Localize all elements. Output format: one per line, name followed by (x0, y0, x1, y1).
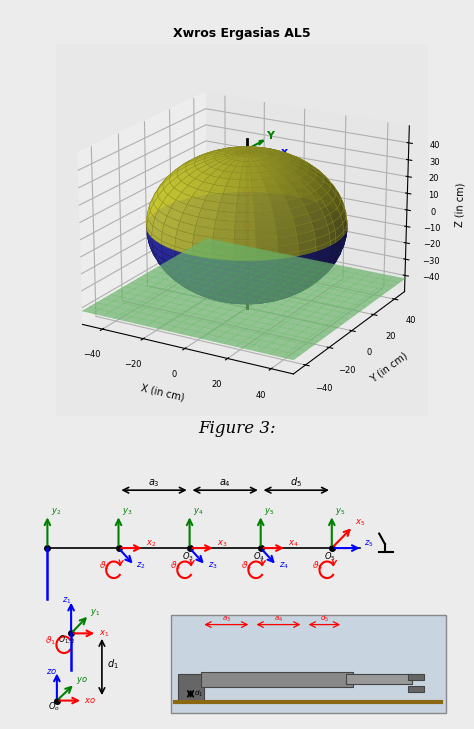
Text: $y_3$: $y_3$ (122, 506, 132, 517)
Bar (178, 674, 204, 702)
Text: $O_4$: $O_4$ (253, 550, 265, 563)
FancyBboxPatch shape (171, 615, 446, 714)
Text: $a_3$: $a_3$ (222, 615, 231, 623)
Text: $\vartheta_2$: $\vartheta_2$ (99, 560, 109, 572)
Text: $z_2$: $z_2$ (137, 561, 146, 572)
Text: $a_3$: $a_3$ (148, 477, 160, 489)
Text: $O_5$: $O_5$ (325, 550, 336, 563)
Text: $y_2$: $y_2$ (51, 506, 61, 517)
Text: $yo$: $yo$ (76, 675, 88, 686)
Text: $x_3$: $x_3$ (217, 539, 228, 549)
Text: $x_2$: $x_2$ (146, 539, 156, 549)
Text: $d_1$: $d_1$ (194, 688, 203, 698)
Bar (201, 672, 353, 687)
Bar (408, 674, 424, 680)
Bar (408, 685, 424, 692)
Text: $x_1$: $x_1$ (99, 629, 109, 639)
Text: $z_1$: $z_1$ (62, 596, 71, 606)
Text: $O_{1,2}$: $O_{1,2}$ (58, 634, 75, 647)
Bar (346, 674, 412, 684)
Text: $\vartheta_1$: $\vartheta_1$ (45, 635, 56, 647)
Text: $x_5$: $x_5$ (355, 518, 365, 529)
Text: $\vartheta_3$: $\vartheta_3$ (170, 560, 181, 572)
Text: $O_o$: $O_o$ (48, 701, 60, 714)
Text: $zo$: $zo$ (46, 667, 58, 676)
Text: $d_1$: $d_1$ (107, 657, 118, 671)
Y-axis label: Y (in cm): Y (in cm) (368, 351, 409, 385)
Text: $y_4$: $y_4$ (193, 506, 203, 517)
Text: $x_4$: $x_4$ (288, 539, 299, 549)
Text: $\vartheta_5$: $\vartheta_5$ (312, 560, 323, 572)
Text: $a_4$: $a_4$ (274, 615, 283, 623)
Text: $y_5$: $y_5$ (335, 506, 346, 517)
Text: $a_4$: $a_4$ (219, 477, 231, 489)
Text: $xo$: $xo$ (84, 696, 96, 705)
Title: Xwros Ergasias AL5: Xwros Ergasias AL5 (173, 27, 310, 40)
Text: $y_5$: $y_5$ (264, 506, 274, 517)
Text: $O_3$: $O_3$ (182, 550, 194, 563)
Text: $\vartheta_4$: $\vartheta_4$ (241, 560, 252, 572)
Text: $d_5$: $d_5$ (290, 475, 302, 489)
Text: $z_4$: $z_4$ (279, 561, 289, 572)
Text: $z_5$: $z_5$ (364, 539, 374, 549)
Text: $d_5$: $d_5$ (320, 613, 329, 623)
Text: Figure 3:: Figure 3: (198, 420, 276, 437)
X-axis label: X (in cm): X (in cm) (140, 383, 185, 403)
Text: $y_1$: $y_1$ (90, 607, 100, 617)
Text: $z_3$: $z_3$ (208, 561, 217, 572)
